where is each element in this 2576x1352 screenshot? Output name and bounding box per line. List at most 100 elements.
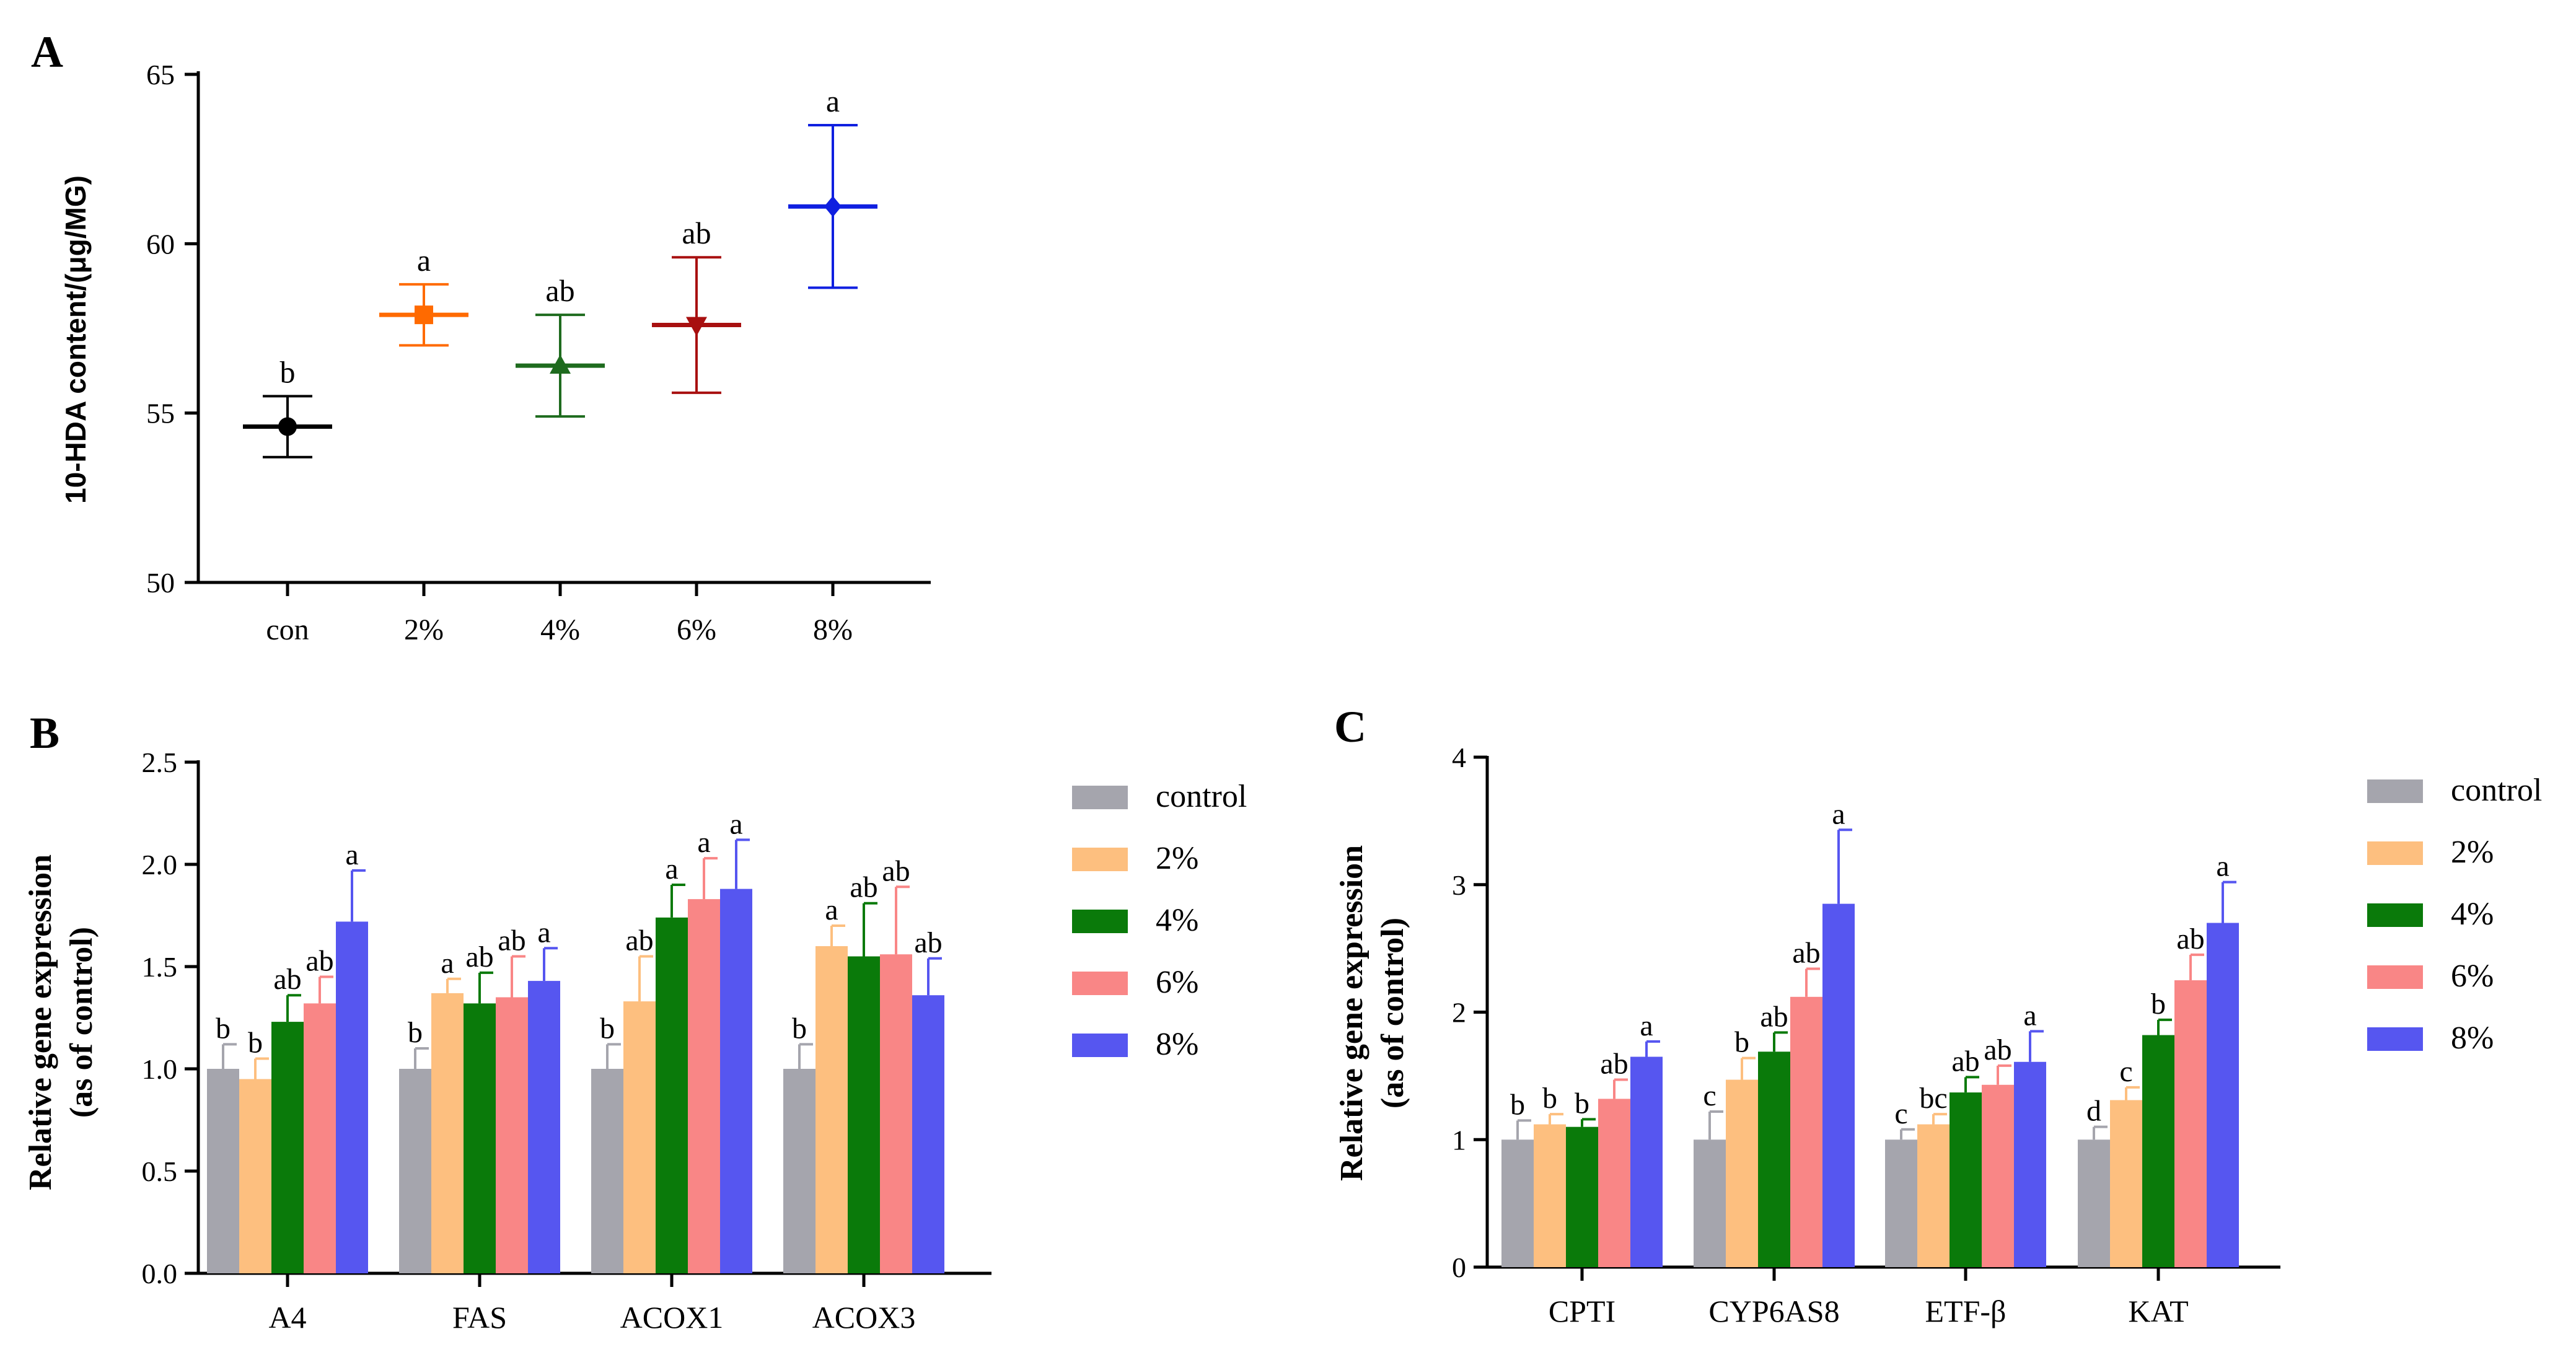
panel-c-bar (1917, 1124, 1950, 1267)
panel-b-legend-swatch (1072, 848, 1128, 871)
panel-a-significance-letter: a (417, 243, 431, 278)
panel-b-significance-letter: b (216, 1012, 231, 1045)
panel-c-bar (1534, 1124, 1566, 1267)
panel-c-legend-swatch (2367, 903, 2423, 927)
panel-c-bar (2207, 923, 2239, 1267)
panel-c-significance-letter: b (1510, 1088, 1525, 1121)
panel-c-legend-swatch (2367, 965, 2423, 989)
panel-a-x-tick-label: 8% (813, 613, 853, 646)
panel-b-bar (304, 1003, 336, 1273)
panel-c-y-tick-label: 0 (1452, 1252, 1466, 1283)
panel-a-x-tick-label: 2% (404, 613, 444, 646)
panel-a-significance-letter: b (280, 354, 296, 389)
panel-b-significance-letter: b (248, 1027, 263, 1060)
panel-c-x-tick-label: CYP6AS8 (1708, 1294, 1839, 1328)
panel-a-significance-letter: a (826, 84, 840, 118)
panel-b-y-axis-label-line1: Relative gene expression (23, 854, 58, 1190)
panel-b-bar (623, 1001, 656, 1273)
panel-a-y-tick-label: 65 (146, 59, 175, 90)
panel-b-x-tick-label: A4 (268, 1300, 306, 1335)
panel-c-significance-letter: a (1832, 797, 1845, 830)
panel-a-y-tick-label: 60 (146, 228, 175, 260)
panel-b-y-axis-label-line2: (as of control) (64, 927, 99, 1118)
panel-c-bar (1822, 903, 1855, 1267)
panel-b-bar (431, 993, 464, 1273)
panel-c-bar (1790, 996, 1822, 1267)
panel-b-significance-letter: a (665, 853, 678, 885)
panel-b-bar (656, 917, 688, 1273)
panel-c-significance-letter: c (1894, 1097, 1907, 1130)
panel-c-x-tick-label: CPTI (1549, 1294, 1615, 1328)
panel-a-mean-marker (278, 417, 297, 436)
panel-b-bar (271, 1022, 304, 1273)
panel-c-bar (1950, 1092, 1982, 1267)
panel-b-y-tick-label: 1.0 (142, 1053, 178, 1085)
panel-c-x-tick-label: KAT (2128, 1294, 2188, 1328)
panel-c-x-tick-label: ETF-β (1925, 1294, 2007, 1328)
panel-b-legend-label: 2% (1156, 841, 1198, 876)
panel-b-significance-letter: b (792, 1012, 807, 1045)
panel-b-y-tick-label: 2.0 (142, 849, 178, 880)
panel-c-significance-letter: a (1640, 1009, 1653, 1042)
panel-c-y-tick-label: 4 (1452, 742, 1466, 773)
panel-c-significance-letter: b (2151, 988, 2166, 1021)
panel-b-x-tick-label: ACOX1 (620, 1300, 724, 1335)
panel-c-significance-letter: bc (1919, 1082, 1947, 1115)
panel-b-legend-swatch (1072, 1034, 1128, 1057)
panel-b-bar (591, 1069, 623, 1273)
panel-b-bar (880, 954, 912, 1273)
panel-b-significance-letter: ab (850, 871, 877, 904)
panel-b-legend-swatch (1072, 972, 1128, 995)
panel-b-legend-label: control (1156, 779, 1247, 814)
panel-b-bar (720, 889, 752, 1273)
panel-c-significance-letter: c (2119, 1055, 2132, 1088)
panel-c-legend-label: 8% (2451, 1021, 2494, 1056)
panel-c-y-axis-label-line2: (as of control) (1375, 918, 1410, 1108)
panel-b-significance-letter: ab (914, 926, 942, 959)
panel-c-bar (1501, 1139, 1534, 1267)
panel-b-y-tick-label: 2.5 (142, 747, 178, 778)
panel-c-y-tick-label: 2 (1452, 997, 1466, 1029)
panel-c-legend-swatch (2367, 841, 2423, 865)
panel-b-bar (399, 1069, 431, 1273)
panel-c-significance-letter: ab (1760, 1000, 1788, 1033)
panel-a-mean-marker (415, 305, 433, 325)
panel-b-y-tick-label: 0.5 (142, 1156, 178, 1187)
panel-c-legend-label: 6% (2451, 959, 2494, 994)
panel-c-significance-letter: ab (1984, 1034, 2011, 1066)
panel-c-bar (2014, 1061, 2046, 1267)
panel-c-significance-letter: ab (1792, 937, 1820, 970)
panel-c-bar (1885, 1139, 1917, 1267)
panel-b-significance-letter: ab (306, 945, 333, 978)
panel-b-significance-letter: ab (882, 854, 910, 887)
panel-b-significance-letter: a (697, 826, 710, 859)
panel-b-significance-letter: ab (625, 924, 653, 957)
panel-c-legend-label: 4% (2451, 897, 2494, 932)
panel-b-bar-chart: B Relative gene expression (as of contro… (23, 708, 1247, 1335)
panel-b-significance-letter: a (729, 807, 742, 840)
panel-b-legend-label: 6% (1156, 965, 1198, 1000)
panel-a-x-tick-label: 6% (677, 613, 716, 646)
panel-c-label: C (1334, 702, 1366, 752)
panel-a-x-tick-label: 4% (540, 613, 580, 646)
panel-b-y-tick-label: 1.5 (142, 951, 178, 983)
panel-b-legend-label: 4% (1156, 903, 1198, 938)
panel-a-y-tick-label: 55 (146, 398, 175, 429)
panel-c-bar (1630, 1056, 1663, 1267)
panel-b-bar (848, 956, 880, 1273)
panel-c-bar (1726, 1079, 1758, 1267)
panel-c-significance-letter: a (2023, 999, 2036, 1032)
panel-c-legend-label: control (2451, 773, 2542, 808)
panel-c-bar (2078, 1139, 2110, 1267)
panel-c-legend-swatch (2367, 779, 2423, 803)
panel-b-x-tick-label: ACOX3 (812, 1300, 916, 1335)
panel-a-mean-marker (686, 317, 707, 336)
panel-c-y-tick-label: 3 (1452, 869, 1466, 901)
panel-b-bar (815, 946, 848, 1273)
panel-b-significance-letter: a (537, 916, 550, 949)
panel-c-legend-swatch (2367, 1027, 2423, 1051)
panel-c-legend-label: 2% (2451, 835, 2494, 870)
panel-b-bar (336, 921, 368, 1273)
panel-b-bar (783, 1069, 815, 1273)
